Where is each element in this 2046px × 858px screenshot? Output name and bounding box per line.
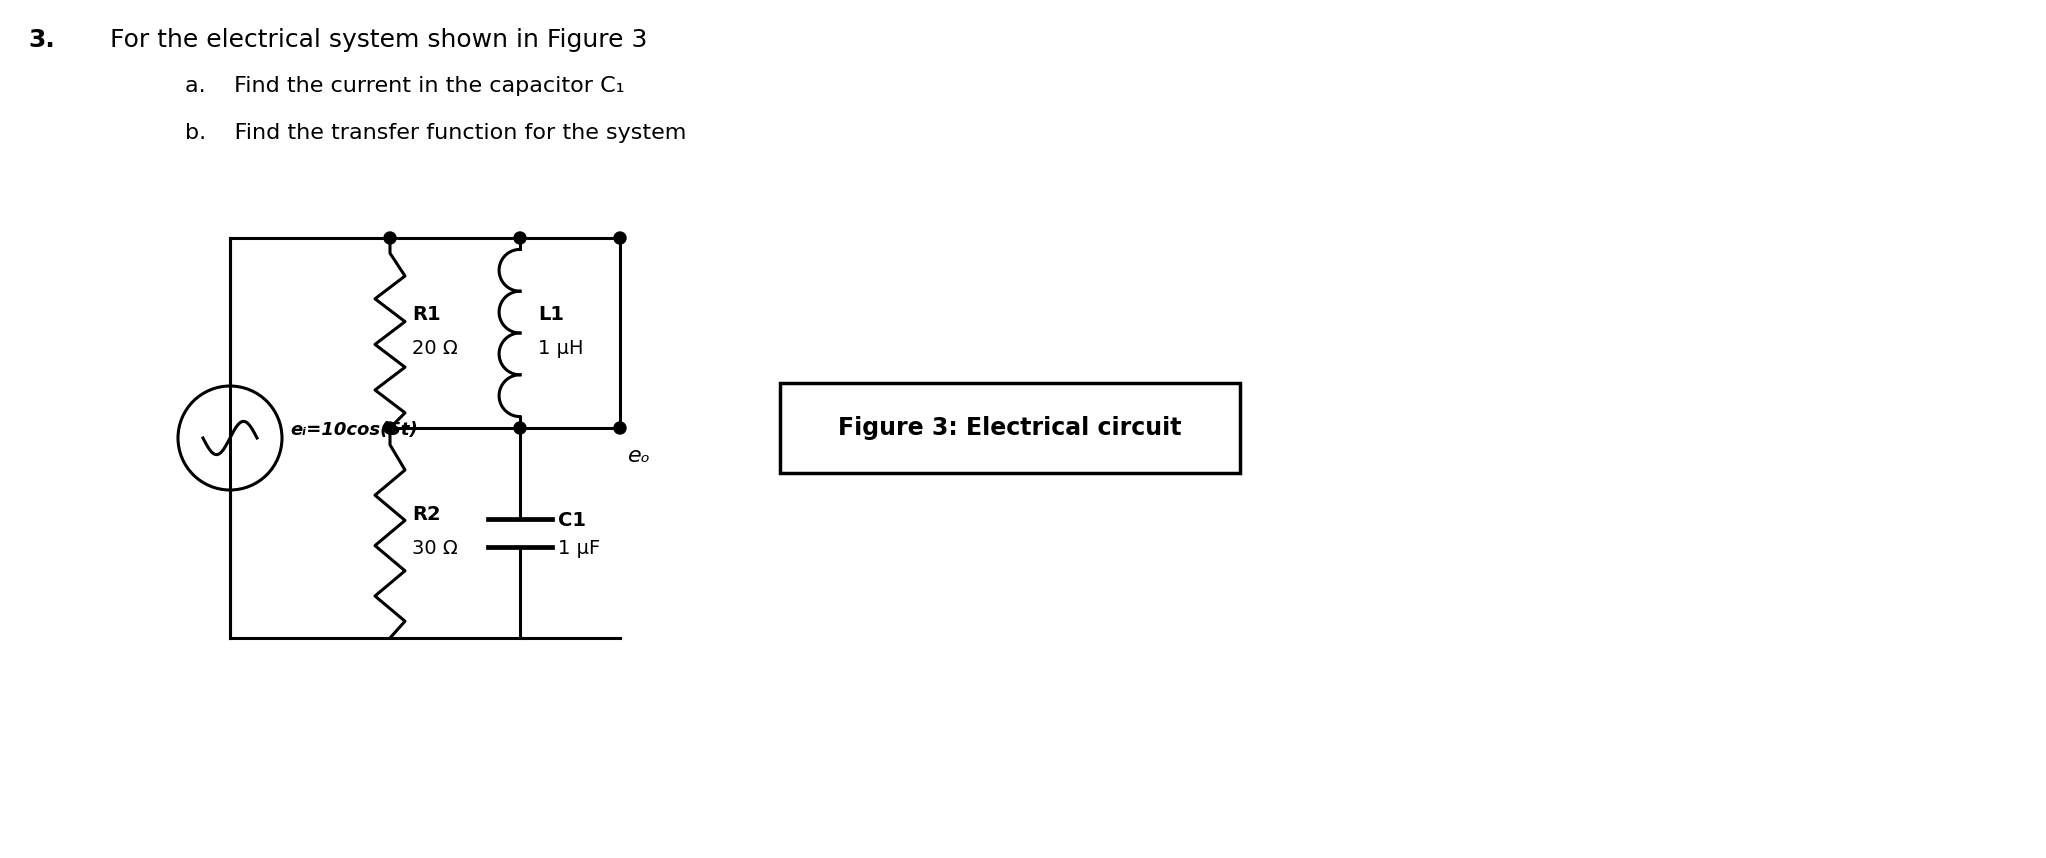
Text: For the electrical system shown in Figure 3: For the electrical system shown in Figur… [110, 28, 647, 52]
Text: C1: C1 [559, 511, 585, 530]
Text: R2: R2 [411, 505, 440, 524]
FancyBboxPatch shape [780, 383, 1240, 473]
Circle shape [514, 422, 526, 434]
Circle shape [614, 422, 626, 434]
Text: 30 Ω: 30 Ω [411, 539, 458, 558]
Circle shape [385, 232, 397, 244]
Text: 3.: 3. [29, 28, 55, 52]
Circle shape [514, 232, 526, 244]
Text: 1 μF: 1 μF [559, 540, 599, 559]
Circle shape [385, 422, 397, 434]
Circle shape [614, 232, 626, 244]
Text: eᵢ=10cos(5t): eᵢ=10cos(5t) [291, 421, 417, 439]
Text: a.    Find the current in the capacitor C₁: a. Find the current in the capacitor C₁ [184, 76, 624, 96]
Text: 20 Ω: 20 Ω [411, 339, 458, 358]
Text: eₒ: eₒ [628, 446, 651, 466]
Text: L1: L1 [538, 305, 565, 324]
Text: b.    Find the transfer function for the system: b. Find the transfer function for the sy… [184, 123, 685, 143]
Text: 1 μH: 1 μH [538, 339, 583, 358]
Text: R1: R1 [411, 305, 440, 324]
Text: Figure 3: Electrical circuit: Figure 3: Electrical circuit [839, 416, 1183, 440]
